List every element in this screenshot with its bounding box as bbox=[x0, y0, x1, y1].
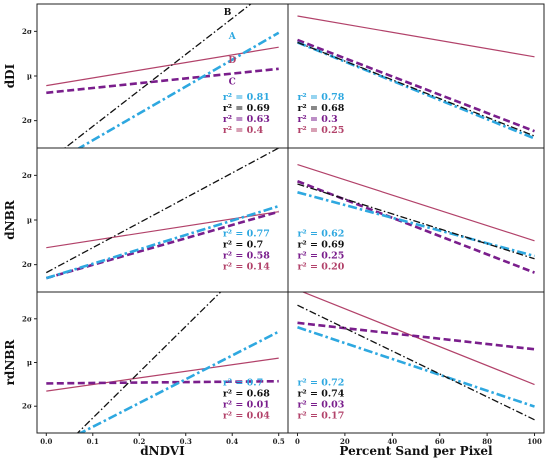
r2-label-A: r² = 0.72 bbox=[297, 378, 344, 389]
y-tick-label: 2σ bbox=[22, 171, 32, 180]
r2-label-A: r² = 0.78 bbox=[297, 92, 344, 103]
series-line-C bbox=[45, 210, 280, 280]
r2-label-C: r² = 0.25 bbox=[297, 251, 344, 262]
x-tick-label: 0.3 bbox=[180, 437, 192, 446]
series-lines bbox=[46, 4, 280, 148]
series-annotation-B: B bbox=[224, 8, 232, 18]
series-line-D bbox=[46, 46, 279, 87]
series-line-B bbox=[297, 304, 535, 421]
r2-label-C: r² = 0.3 bbox=[297, 114, 337, 125]
r2-label-B: r² = 0.68 bbox=[297, 103, 344, 114]
x-tick-label: 0.4 bbox=[226, 437, 238, 446]
y-axis-label: dNBR bbox=[3, 199, 17, 240]
r2-label-B: r² = 0.69 bbox=[297, 240, 344, 251]
x-tick-label: 0.1 bbox=[87, 437, 99, 446]
series-annotation-D: D bbox=[228, 56, 236, 66]
series-line-B bbox=[297, 183, 535, 260]
series-line-B bbox=[63, 4, 252, 148]
r2-label-D: r² = 0.17 bbox=[297, 411, 344, 422]
series-line-B bbox=[297, 41, 535, 137]
y-axis-label: rdNBR bbox=[3, 339, 17, 386]
series-lines bbox=[297, 164, 535, 274]
y-tick-label: μ bbox=[27, 216, 32, 225]
x-tick-label: 0.2 bbox=[133, 437, 145, 446]
r2-label-D: r² = 0.04 bbox=[223, 411, 270, 422]
r2-label-D: r² = 0.4 bbox=[223, 125, 264, 136]
series-line-A bbox=[297, 326, 535, 408]
series-lines bbox=[45, 148, 280, 280]
y-tick-label: 2σ bbox=[22, 314, 32, 323]
series-line-A bbox=[45, 204, 280, 280]
series-annotation-A: A bbox=[228, 32, 237, 42]
series-line-D bbox=[46, 357, 279, 392]
series-lines bbox=[296, 15, 536, 140]
series-line-C bbox=[297, 38, 535, 133]
series-line-C bbox=[46, 67, 279, 95]
series-line-C bbox=[46, 379, 279, 385]
x-axis-label: Percent Sand per Pixel bbox=[339, 444, 493, 458]
series-line-C bbox=[297, 321, 535, 351]
x-tick-label: 60 bbox=[435, 437, 445, 446]
r2-label-C: r² = 0.03 bbox=[297, 400, 344, 411]
series-lines bbox=[46, 292, 280, 433]
x-tick-label: 0 bbox=[295, 437, 300, 446]
y-tick-label: μ bbox=[27, 358, 32, 367]
r2-label-A: r² = 0.77 bbox=[223, 229, 270, 240]
x-tick-label: 0.0 bbox=[40, 437, 52, 446]
series-line-A bbox=[297, 191, 535, 258]
r2-label-A: r² = 0.62 bbox=[297, 229, 344, 240]
y-axis-label: dDI bbox=[3, 63, 17, 88]
series-line-A bbox=[77, 330, 280, 433]
x-tick-label: 0.5 bbox=[273, 437, 285, 446]
r2-label-D: r² = 0.20 bbox=[297, 262, 344, 273]
series-line-D bbox=[297, 164, 535, 242]
panel-frame bbox=[287, 291, 545, 434]
r2-label-D: r² = 0.25 bbox=[297, 125, 344, 136]
y-tick-label: 2σ bbox=[22, 260, 32, 269]
panel-2-1: 0 20 40 60 80 100 Percent Sand per Pixel r² = 0… bbox=[287, 291, 545, 458]
series-lines bbox=[297, 292, 535, 421]
x-tick-label: 80 bbox=[482, 437, 492, 446]
r2-label-B: r² = 0.74 bbox=[297, 389, 344, 400]
r2-label-B: r² = 0.69 bbox=[223, 103, 270, 114]
r2-label-B: r² = 0.68 bbox=[223, 389, 270, 400]
y-tick-label: 2σ bbox=[22, 116, 32, 125]
r2-label-C: r² = 0.58 bbox=[223, 251, 270, 262]
series-line-D bbox=[46, 211, 279, 249]
x-tick-label: 20 bbox=[340, 437, 350, 446]
r2-label-A: r² = 0.7 bbox=[223, 378, 263, 389]
y-tick-label: μ bbox=[27, 72, 32, 81]
x-tick-label: 100 bbox=[527, 437, 542, 446]
r2-label-D: r² = 0.14 bbox=[223, 262, 270, 273]
r2-label-A: r² = 0.81 bbox=[223, 92, 270, 103]
y-tick-label: 2σ bbox=[22, 27, 32, 36]
y-tick-label: 2σ bbox=[22, 402, 32, 411]
x-axis-label: dNDVI bbox=[140, 444, 185, 458]
series-line-B bbox=[45, 148, 280, 274]
series-line-B bbox=[76, 292, 222, 433]
r2-label-B: r² = 0.7 bbox=[223, 240, 263, 251]
panel-2-0: 2σ μ 2σ rdNBR 0.0 0.1 0.2 0.3 0.4 0.5 dNDVI r² = 0.… bbox=[3, 291, 289, 458]
r2-label-C: r² = 0.63 bbox=[223, 114, 270, 125]
series-line-D bbox=[297, 15, 535, 58]
series-annotation-C: C bbox=[229, 77, 236, 87]
series-line-A bbox=[76, 31, 280, 148]
x-tick-label: 40 bbox=[387, 437, 397, 446]
r2-label-C: r² = 0.01 bbox=[223, 400, 270, 411]
